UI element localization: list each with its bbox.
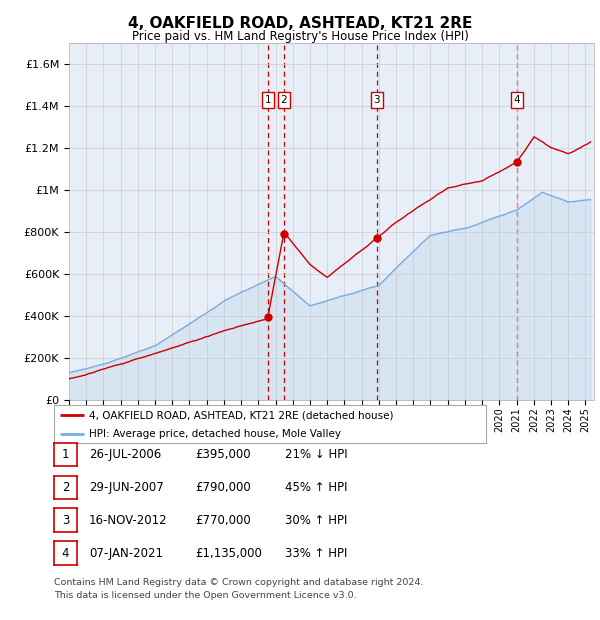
Text: Price paid vs. HM Land Registry's House Price Index (HPI): Price paid vs. HM Land Registry's House … xyxy=(131,30,469,43)
Text: This data is licensed under the Open Government Licence v3.0.: This data is licensed under the Open Gov… xyxy=(54,591,356,600)
Text: 4, OAKFIELD ROAD, ASHTEAD, KT21 2RE (detached house): 4, OAKFIELD ROAD, ASHTEAD, KT21 2RE (det… xyxy=(89,410,393,420)
Text: 2: 2 xyxy=(62,481,69,494)
Text: 33% ↑ HPI: 33% ↑ HPI xyxy=(285,547,347,559)
Text: 4: 4 xyxy=(62,547,69,559)
Text: 3: 3 xyxy=(62,514,69,526)
Text: 30% ↑ HPI: 30% ↑ HPI xyxy=(285,514,347,526)
Text: £395,000: £395,000 xyxy=(195,448,251,461)
Text: 3: 3 xyxy=(373,95,380,105)
Text: 2: 2 xyxy=(281,95,287,105)
Text: 29-JUN-2007: 29-JUN-2007 xyxy=(89,481,164,494)
Text: 1: 1 xyxy=(265,95,271,105)
Text: 45% ↑ HPI: 45% ↑ HPI xyxy=(285,481,347,494)
Text: 26-JUL-2006: 26-JUL-2006 xyxy=(89,448,161,461)
Text: 4: 4 xyxy=(514,95,520,105)
Text: £770,000: £770,000 xyxy=(195,514,251,526)
Text: 16-NOV-2012: 16-NOV-2012 xyxy=(89,514,167,526)
Text: 4, OAKFIELD ROAD, ASHTEAD, KT21 2RE: 4, OAKFIELD ROAD, ASHTEAD, KT21 2RE xyxy=(128,16,472,30)
Text: £1,135,000: £1,135,000 xyxy=(195,547,262,559)
Text: £790,000: £790,000 xyxy=(195,481,251,494)
Text: 21% ↓ HPI: 21% ↓ HPI xyxy=(285,448,347,461)
Text: 1: 1 xyxy=(62,448,69,461)
Text: Contains HM Land Registry data © Crown copyright and database right 2024.: Contains HM Land Registry data © Crown c… xyxy=(54,578,424,587)
Text: 07-JAN-2021: 07-JAN-2021 xyxy=(89,547,163,559)
Text: HPI: Average price, detached house, Mole Valley: HPI: Average price, detached house, Mole… xyxy=(89,428,341,439)
